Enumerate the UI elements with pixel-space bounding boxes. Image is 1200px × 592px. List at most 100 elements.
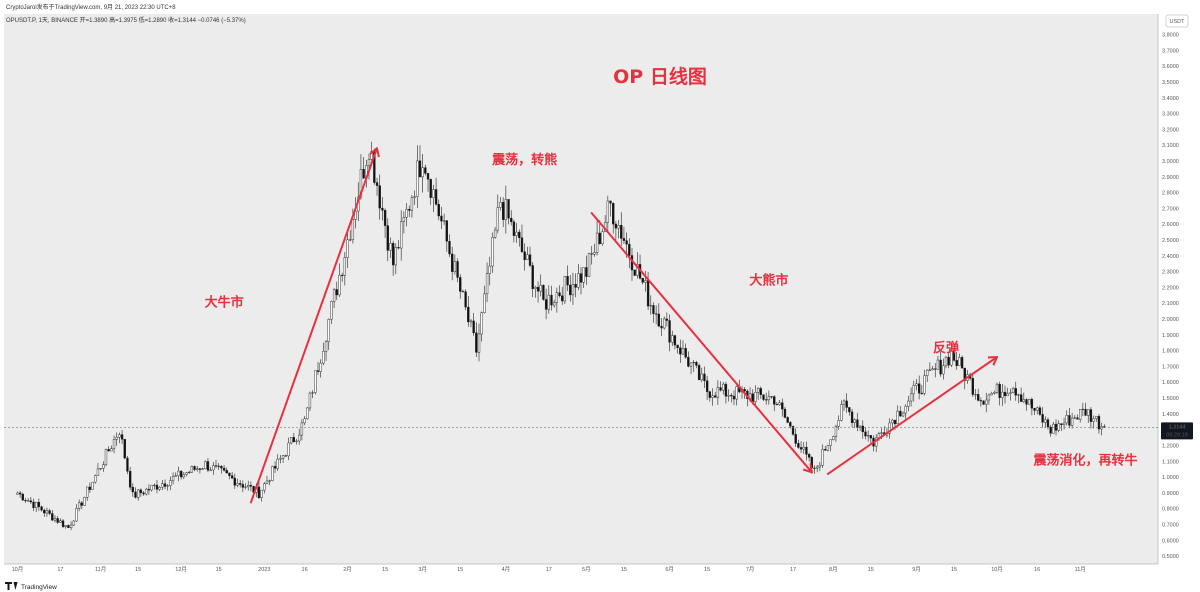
candle-body: [346, 239, 349, 258]
candle-body: [485, 273, 489, 295]
chart-title: OP 日线图: [613, 65, 707, 88]
candle-body: [59, 520, 62, 523]
y-tick-label: 1.4000: [1162, 412, 1179, 418]
candle-body: [550, 294, 553, 306]
candle-body: [375, 182, 379, 186]
candle-body: [802, 446, 805, 450]
candle-body: [209, 469, 212, 471]
y-tick-label: 1.6000: [1162, 380, 1179, 386]
y-tick-label: 3.2000: [1162, 127, 1179, 133]
y-tick-label: 2.6000: [1162, 222, 1179, 228]
candle-body: [585, 267, 588, 277]
x-tick-label: 2月: [343, 566, 352, 573]
candle-body: [1065, 415, 1068, 424]
candle-body: [174, 475, 177, 477]
candle-body: [343, 257, 346, 276]
candle-body: [646, 280, 650, 307]
candle-body: [142, 492, 145, 495]
candle-body: [714, 395, 717, 398]
tradingview-logo[interactable]: TradingView: [5, 582, 57, 591]
candle-body: [998, 383, 1001, 398]
candle-body: [77, 502, 81, 509]
y-tick-label: 1.0000: [1162, 475, 1179, 481]
candle-body: [469, 320, 473, 323]
candle-body: [295, 440, 298, 442]
candle-body: [86, 486, 89, 498]
candle-body: [665, 318, 669, 321]
candle-body: [794, 434, 797, 444]
y-tick-label: 1.1000: [1162, 459, 1179, 465]
candle-body: [1022, 399, 1025, 402]
candle-body: [944, 356, 948, 367]
candle-body: [1041, 414, 1044, 423]
candle-body: [595, 232, 599, 253]
candle-body: [64, 525, 67, 527]
candle-body: [35, 502, 38, 508]
y-tick-label: 2.0000: [1162, 317, 1179, 323]
trend-arrow-head: [369, 147, 380, 158]
candle-body: [990, 393, 993, 396]
candle-body: [977, 394, 980, 401]
candle-body: [324, 341, 328, 352]
candle-body: [424, 167, 427, 174]
candle-body: [813, 467, 816, 469]
x-tick-label: 15: [868, 567, 874, 573]
candle-body: [289, 437, 293, 444]
candle-body: [837, 420, 840, 427]
candle-body: [1003, 391, 1007, 397]
candle-body: [96, 468, 100, 476]
candle-body: [349, 239, 352, 241]
candle-body: [770, 396, 773, 398]
candle-body: [947, 356, 950, 366]
candle-body: [920, 392, 923, 394]
candle-body: [155, 484, 159, 490]
y-tick-label: 2.3000: [1162, 270, 1179, 276]
candle-body: [1049, 426, 1052, 434]
candle-body: [499, 202, 502, 208]
time-axis[interactable]: 10月 17 11月 15 12月 15 2023 16 2月 15 3月 15 4月 17 5月 15 6月 1…: [12, 566, 1086, 573]
x-tick-label: 4月: [502, 566, 511, 573]
candle-body: [821, 449, 824, 466]
candle-body: [107, 449, 110, 452]
candle-body: [451, 253, 454, 272]
candle-body: [1019, 394, 1023, 402]
candle-body: [722, 383, 725, 391]
trend-line: [249, 147, 378, 504]
candle-body: [335, 289, 338, 296]
svg-text:09:29:19: 09:29:19: [1166, 432, 1187, 438]
candle-body: [899, 410, 902, 417]
candle-body: [869, 435, 873, 439]
candle-body: [558, 292, 561, 297]
y-tick-label: 1.8000: [1162, 349, 1179, 355]
candle-body: [169, 480, 172, 486]
currency-badge[interactable]: USDT: [1165, 14, 1189, 28]
candle-body: [69, 524, 73, 528]
candle-body: [587, 253, 591, 277]
candle-body: [660, 325, 663, 329]
candle-body: [416, 160, 419, 197]
candle-body: [225, 470, 228, 474]
candle-body: [571, 284, 575, 296]
candle-body: [866, 435, 870, 437]
candle-body: [292, 437, 296, 442]
candle-body: [818, 465, 822, 468]
x-tick-label: 15: [621, 567, 627, 573]
candle-body: [94, 475, 97, 483]
y-tick-label: 2.1000: [1162, 301, 1179, 307]
candle-body: [171, 476, 175, 481]
candle-body: [888, 422, 891, 434]
x-tick-label: 15: [135, 567, 141, 573]
candle-body: [697, 365, 701, 381]
candle-body: [1057, 423, 1060, 431]
candle-body: [448, 240, 451, 255]
candle-body: [668, 320, 671, 343]
candle-body: [214, 465, 218, 467]
candle-body: [1097, 416, 1101, 430]
candle-body: [789, 422, 792, 427]
candle-body: [260, 489, 263, 499]
candle-body: [193, 466, 196, 470]
candle-body: [577, 273, 580, 288]
candle-body: [244, 486, 247, 488]
